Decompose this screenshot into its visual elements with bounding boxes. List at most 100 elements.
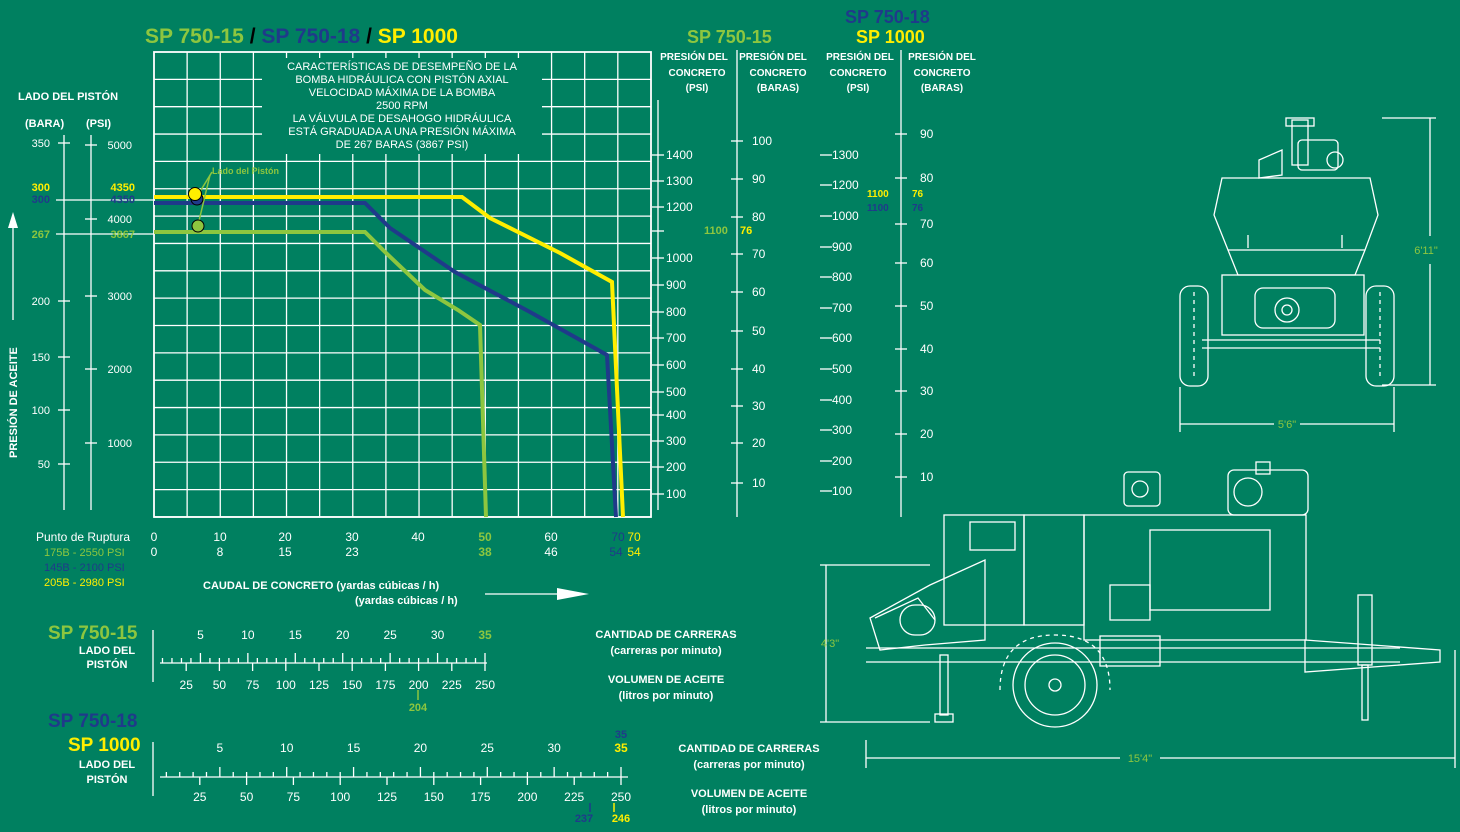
svg-text:0: 0 xyxy=(151,545,158,559)
axis-tick-label: 100 xyxy=(752,134,772,148)
svg-text:175B - 2550 PSI: 175B - 2550 PSI xyxy=(44,547,125,559)
rupture-label: Punto de Ruptura xyxy=(36,530,130,544)
axis-tick-label: 500 xyxy=(666,385,686,399)
svg-text:PRESIÓN DEL: PRESIÓN DEL xyxy=(908,50,976,63)
svg-text:145B - 2100 PSI: 145B - 2100 PSI xyxy=(44,562,125,574)
svg-text:150: 150 xyxy=(32,352,50,364)
svg-text:54: 54 xyxy=(609,545,623,559)
svg-text:246: 246 xyxy=(612,813,630,825)
oil-label: 225 xyxy=(564,790,584,804)
svg-text:CONCRETO: CONCRETO xyxy=(829,68,886,79)
axis-tick-label: 1200 xyxy=(666,200,693,214)
axis-tick-label: 50 xyxy=(920,299,934,313)
svg-text:76: 76 xyxy=(740,225,752,237)
concrete-axis-sp750-15: SP 750-15 PRESIÓN DEL CONCRETO (PSI) PRE… xyxy=(652,27,807,517)
piston-side-label: Lado del Pistón xyxy=(212,166,279,176)
stroke-label: 10 xyxy=(280,741,294,755)
stroke-label: 30 xyxy=(547,741,561,755)
axis-tick-label: 50 xyxy=(752,324,766,338)
stroke-label: 25 xyxy=(383,628,397,642)
svg-text:23: 23 xyxy=(345,545,359,559)
side-height: 4'3" xyxy=(821,638,839,650)
axis-tick-label: 600 xyxy=(666,358,686,372)
oil-label: 125 xyxy=(309,678,329,692)
svg-text:200: 200 xyxy=(32,296,50,308)
svg-text:1100: 1100 xyxy=(867,203,889,214)
oil-label: 200 xyxy=(409,678,429,692)
axis-tick-label: 400 xyxy=(666,408,686,422)
axis-tick-label: 90 xyxy=(920,127,934,141)
svg-text:204: 204 xyxy=(409,702,428,714)
svg-text:SP 750-15: SP 750-15 xyxy=(687,27,772,47)
svg-text:PRESIÓN DEL: PRESIÓN DEL xyxy=(660,50,728,63)
axis-tick-label: 90 xyxy=(752,172,766,186)
stroke-label: 10 xyxy=(241,628,255,642)
oil-pressure-label: PRESIÓN DE ACEITE xyxy=(7,347,20,458)
axis-tick-label: 1200 xyxy=(832,178,859,192)
svg-text:(litros por minuto): (litros por minuto) xyxy=(619,690,714,702)
axis-tick-label: 700 xyxy=(832,301,852,315)
stroke-label: 20 xyxy=(414,741,428,755)
oil-label: 50 xyxy=(240,790,254,804)
svg-text:SP 1000: SP 1000 xyxy=(68,735,141,756)
axis-tick-label: 100 xyxy=(832,484,852,498)
stroke-label: 20 xyxy=(336,628,350,642)
axis-tick-label: 300 xyxy=(666,434,686,448)
axis-tick-label: 10 xyxy=(920,470,934,484)
svg-text:ESTÁ GRADUADA A UNA PRESIÓN MÁ: ESTÁ GRADUADA A UNA PRESIÓN MÁXIMA xyxy=(288,125,516,138)
svg-text:205B - 2980 PSI: 205B - 2980 PSI xyxy=(44,577,125,589)
svg-text:VOLUMEN DE ACEITE: VOLUMEN DE ACEITE xyxy=(608,674,724,686)
axis-tick-label: 80 xyxy=(920,171,934,185)
axis-tick-label: 1300 xyxy=(832,148,859,162)
svg-text:SP 750-18: SP 750-18 xyxy=(48,711,137,732)
axis-tick-label: 500 xyxy=(832,362,852,376)
svg-text:10: 10 xyxy=(213,530,227,544)
svg-text:3867: 3867 xyxy=(111,229,135,241)
svg-text:60: 60 xyxy=(544,530,558,544)
flow-axis: Punto de Ruptura 0 10 20 30 40 50 60 70 … xyxy=(36,530,641,607)
svg-text:BOMBA HIDRÁULICA CON PISTÓN AX: BOMBA HIDRÁULICA CON PISTÓN AXIAL xyxy=(295,73,508,86)
axis-tick-label: 100 xyxy=(666,487,686,501)
oil-label: 75 xyxy=(287,790,301,804)
axis-tick-label: 40 xyxy=(752,362,766,376)
svg-text:LA VÁLVULA DE DESAHOGO HIDRÁUL: LA VÁLVULA DE DESAHOGO HIDRÁULICA xyxy=(293,112,512,125)
oil-label: 225 xyxy=(442,678,462,692)
stroke-label: 35 xyxy=(478,628,492,642)
axis-tick-label: 80 xyxy=(752,210,766,224)
svg-text:5000: 5000 xyxy=(108,140,132,152)
front-view-machine xyxy=(1179,117,1436,432)
axis-tick-label: 10 xyxy=(752,476,766,490)
svg-text:15: 15 xyxy=(278,545,292,559)
left-axis: LADO DEL PISTÓN (BARA) (PSI) 350 200 150… xyxy=(7,90,154,510)
side-length: 15'4" xyxy=(1128,753,1152,765)
svg-text:LADO DEL: LADO DEL xyxy=(79,759,136,771)
axis-tick-label: 20 xyxy=(752,436,766,450)
svg-text:70: 70 xyxy=(611,530,625,544)
svg-text:LADO DEL: LADO DEL xyxy=(79,645,136,657)
svg-text:CONCRETO: CONCRETO xyxy=(913,68,970,79)
curve-sp750-15 xyxy=(154,230,488,518)
svg-text:237: 237 xyxy=(575,813,593,825)
axis-tick-label: 400 xyxy=(832,393,852,407)
curve-sp750-18 xyxy=(154,201,618,518)
stroke-scale-sp750-18-sp1000: SP 750-18 SP 1000 LADO DEL PISTÓN 5 10 15 2… xyxy=(48,711,820,825)
svg-text:76: 76 xyxy=(912,203,924,214)
svg-text:35: 35 xyxy=(615,729,627,741)
axis-tick-label: 200 xyxy=(666,460,686,474)
axis-tick-label: 70 xyxy=(752,247,766,261)
oil-label: 175 xyxy=(471,790,491,804)
svg-text:4000: 4000 xyxy=(108,214,132,226)
curve-sp1000 xyxy=(154,195,625,518)
svg-text:1000: 1000 xyxy=(108,438,132,450)
svg-text:4350: 4350 xyxy=(111,182,135,194)
axis-tick-label: 300 xyxy=(832,423,852,437)
chart-description: CARACTERÍSTICAS DE DESEMPEÑO DE LA BOMBA… xyxy=(262,58,542,154)
oil-label: 150 xyxy=(342,678,362,692)
svg-text:0: 0 xyxy=(151,530,158,544)
oil-label: 75 xyxy=(246,678,260,692)
svg-text:CANTIDAD DE CARRERAS: CANTIDAD DE CARRERAS xyxy=(595,629,736,641)
bar-unit: (BARA) xyxy=(25,118,64,130)
svg-text:PISTÓN: PISTÓN xyxy=(87,773,128,786)
